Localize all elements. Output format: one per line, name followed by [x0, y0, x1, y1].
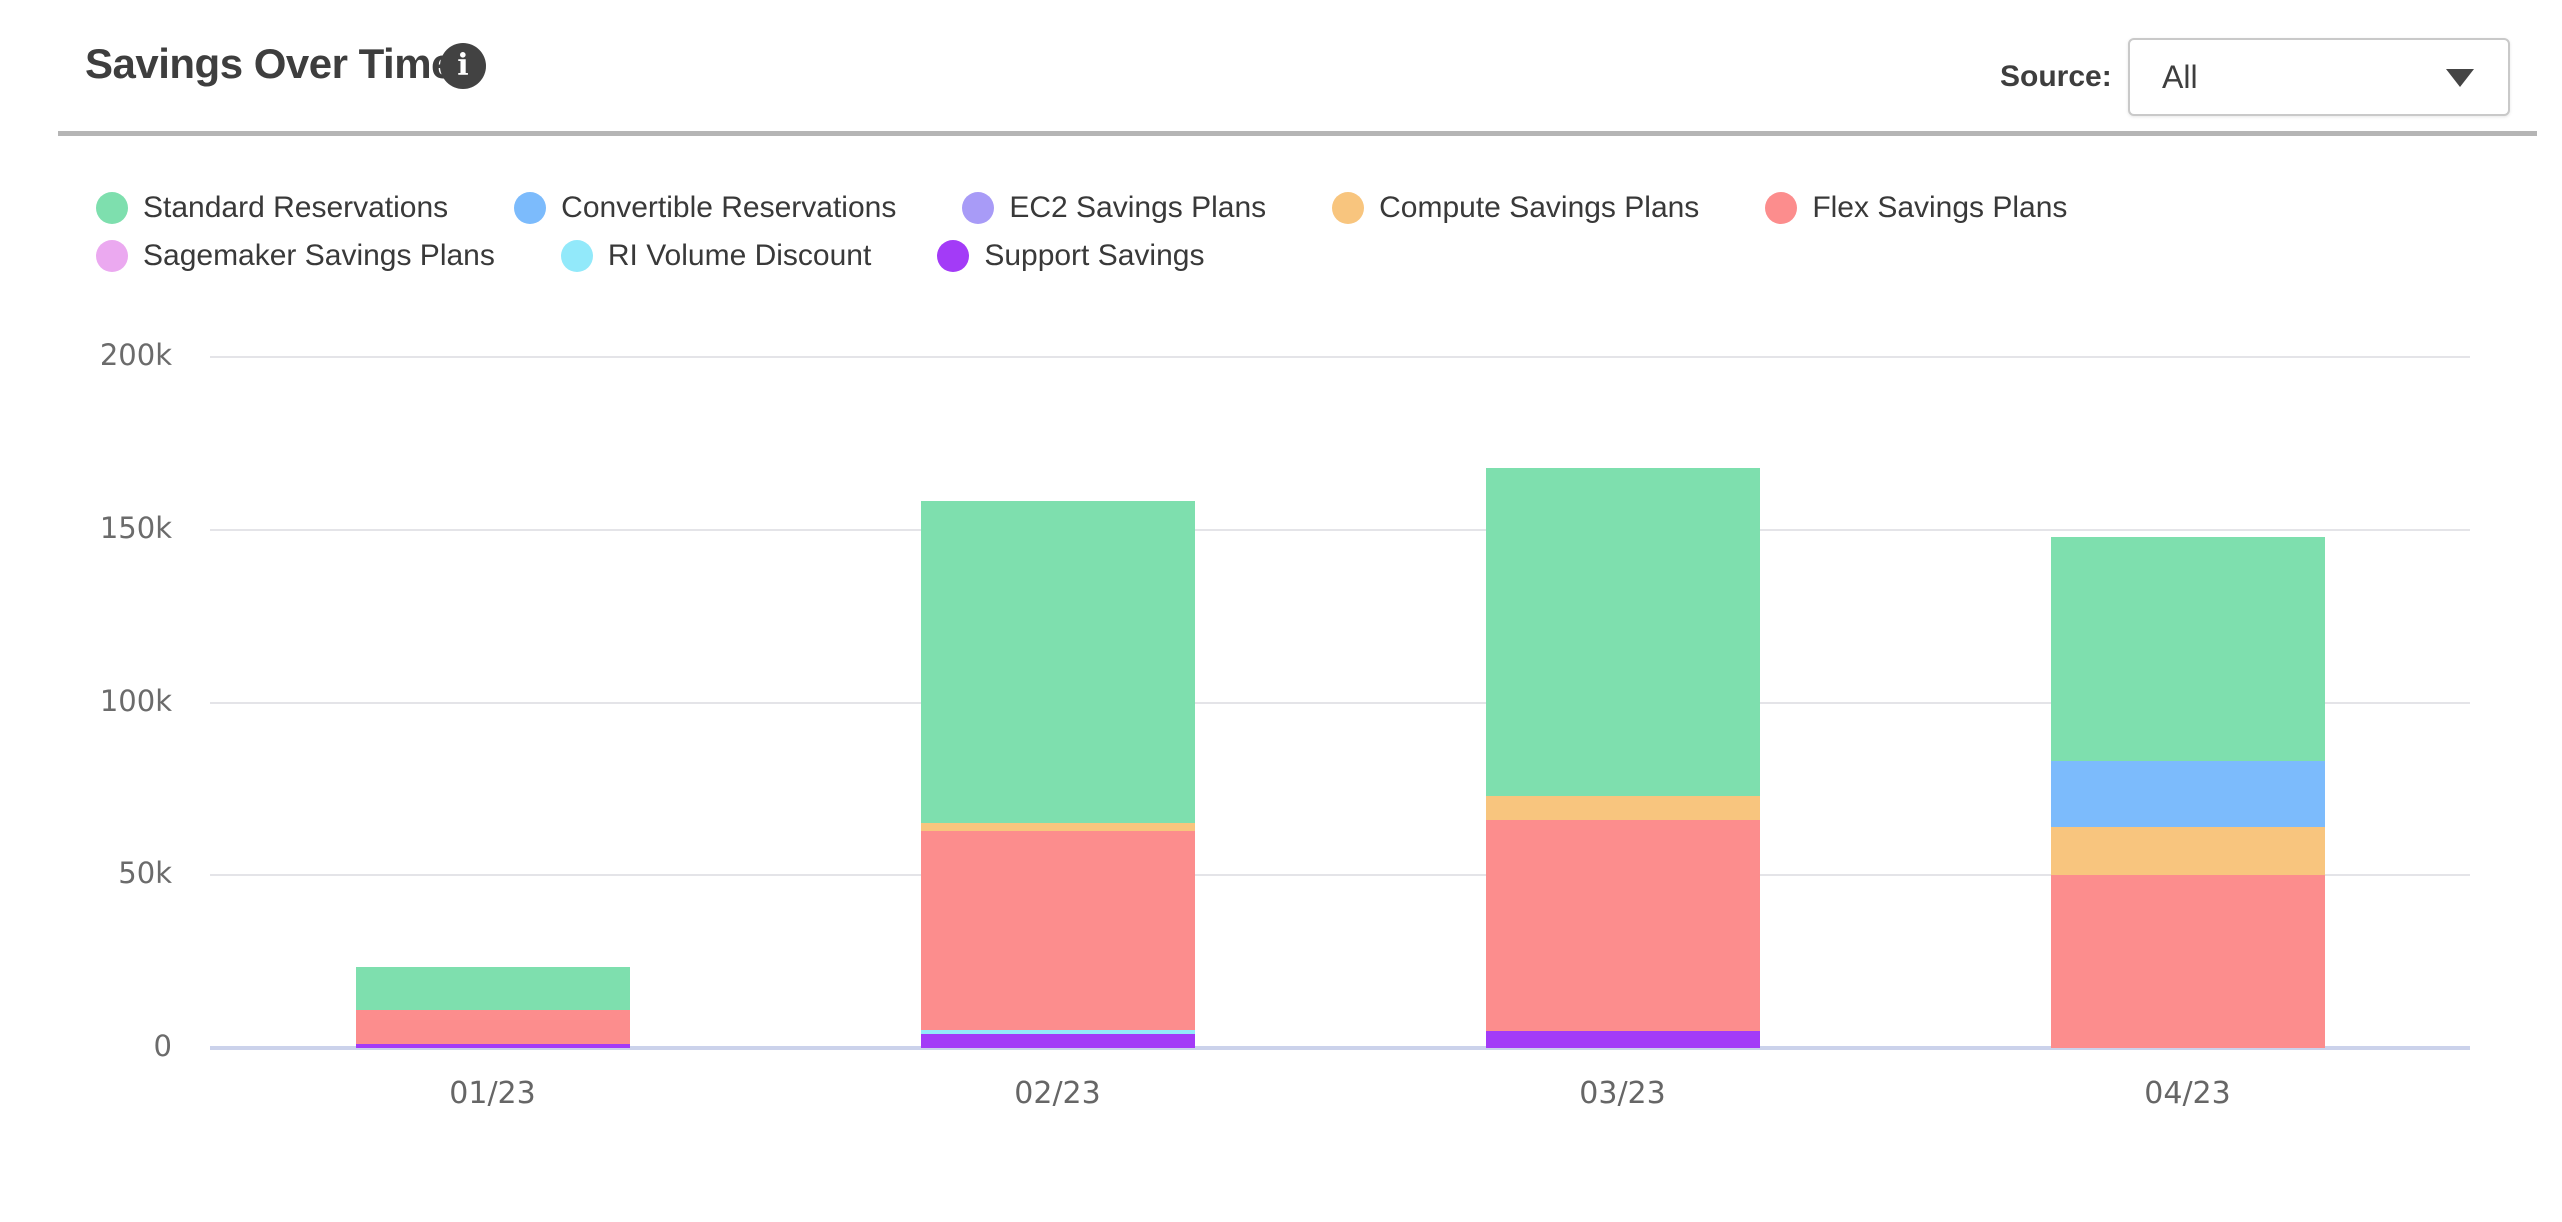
y-axis-tick-label: 50k [118, 856, 172, 891]
legend-dot-icon [96, 240, 128, 272]
legend-item-flex-savings-plans[interactable]: Flex Savings Plans [1765, 191, 2067, 225]
legend-row: Sagemaker Savings Plans RI Volume Discoun… [96, 232, 2476, 280]
legend-item-standard-reservations[interactable]: Standard Reservations [96, 191, 448, 225]
bar-segment-compute-savings-plans[interactable] [920, 822, 1195, 832]
legend-item-ri-volume-discount[interactable]: RI Volume Discount [560, 239, 872, 273]
legend-label: Convertible Reservations [561, 191, 897, 224]
legend-label: RI Volume Discount [607, 239, 872, 272]
gridline [210, 701, 2470, 704]
chevron-down-icon [2446, 69, 2474, 87]
legend-dot-icon [937, 240, 970, 272]
legend-dot-icon [1332, 192, 1365, 224]
legend-item-compute-savings-plans[interactable]: Compute Savings Plans [1332, 191, 1699, 225]
bar-segment-standard-reservations[interactable] [920, 501, 1195, 823]
legend-label: Compute Savings Plans [1379, 191, 1700, 224]
bar-segment-ri-volume-discount[interactable] [920, 1030, 1195, 1035]
bar-segment-standard-reservations[interactable] [1485, 467, 1760, 796]
source-select[interactable]: All [2128, 38, 2510, 116]
y-axis-tick-label: 150k [99, 510, 172, 545]
x-axis-label: 03/23 [1579, 1076, 1666, 1111]
gridline [210, 874, 2470, 877]
bar-segment-flex-savings-plans[interactable] [355, 1010, 630, 1044]
bar-02-23[interactable] [920, 501, 1195, 1048]
bar-segment-convertible-reservations[interactable] [2050, 761, 2325, 827]
legend-item-ec2-savings-plans[interactable]: EC2 Savings Plans [962, 191, 1266, 225]
legend-dot-icon [1765, 192, 1798, 224]
legend-item-sagemaker-savings-plans[interactable]: Sagemaker Savings Plans [96, 239, 495, 273]
bar-segment-flex-savings-plans[interactable] [920, 831, 1195, 1031]
bar-segment-support-savings[interactable] [1485, 1030, 1760, 1048]
bar-segment-compute-savings-plans[interactable] [1485, 795, 1760, 820]
legend-label: Standard Reservations [143, 191, 449, 224]
bar-segment-support-savings[interactable] [920, 1034, 1195, 1048]
source-label: Source: [2000, 60, 2112, 93]
gridline [210, 528, 2470, 531]
bar-segment-compute-savings-plans[interactable] [2050, 826, 2325, 876]
y-axis-tick-label: 0 [153, 1029, 172, 1063]
header-divider [58, 131, 2537, 136]
y-axis-tick-label: 100k [99, 683, 172, 718]
legend-label: Sagemaker Savings Plans [143, 239, 495, 272]
legend-label: Flex Savings Plans [1812, 191, 2068, 224]
bar-segment-standard-reservations[interactable] [355, 966, 630, 1011]
page-title: Savings Over Time [85, 40, 454, 87]
x-axis-label: 01/23 [449, 1076, 536, 1111]
source-selected-value: All [2162, 59, 2198, 95]
legend-label: EC2 Savings Plans [1009, 191, 1267, 224]
gridline [210, 356, 2470, 358]
legend-item-convertible-reservations[interactable]: Convertible Reservations [514, 191, 896, 225]
bar-segment-support-savings[interactable] [355, 1043, 630, 1048]
legend-dot-icon [560, 240, 593, 272]
bar-04-23[interactable] [2050, 536, 2325, 1048]
bar-segment-flex-savings-plans[interactable] [1485, 819, 1760, 1031]
legend-row: Standard Reservations Convertible Reserva… [96, 184, 2476, 232]
x-axis-label: 02/23 [1014, 1076, 1101, 1111]
bar-chart-plot-area: 200k 150k 100k 50k 0 01/23 02/23 03/23 04/23 [100, 338, 2470, 1111]
legend-label: Support Savings [984, 239, 1205, 272]
legend-dot-icon [514, 192, 547, 224]
bar-03-23[interactable] [1485, 467, 1760, 1048]
legend-dot-icon [962, 192, 995, 224]
bar-01-23[interactable] [355, 966, 630, 1048]
y-axis-tick-label: 200k [99, 338, 172, 372]
legend-item-support-savings[interactable]: Support Savings [937, 239, 1204, 273]
bar-segment-standard-reservations[interactable] [2050, 536, 2325, 762]
chart-legend: Standard Reservations Convertible Reserva… [96, 184, 2476, 280]
info-icon[interactable]: i [440, 43, 486, 89]
x-axis-label: 04/23 [2144, 1076, 2231, 1111]
bar-segment-flex-savings-plans[interactable] [2050, 875, 2325, 1048]
x-axis-baseline [210, 1046, 2470, 1050]
legend-dot-icon [96, 192, 128, 224]
